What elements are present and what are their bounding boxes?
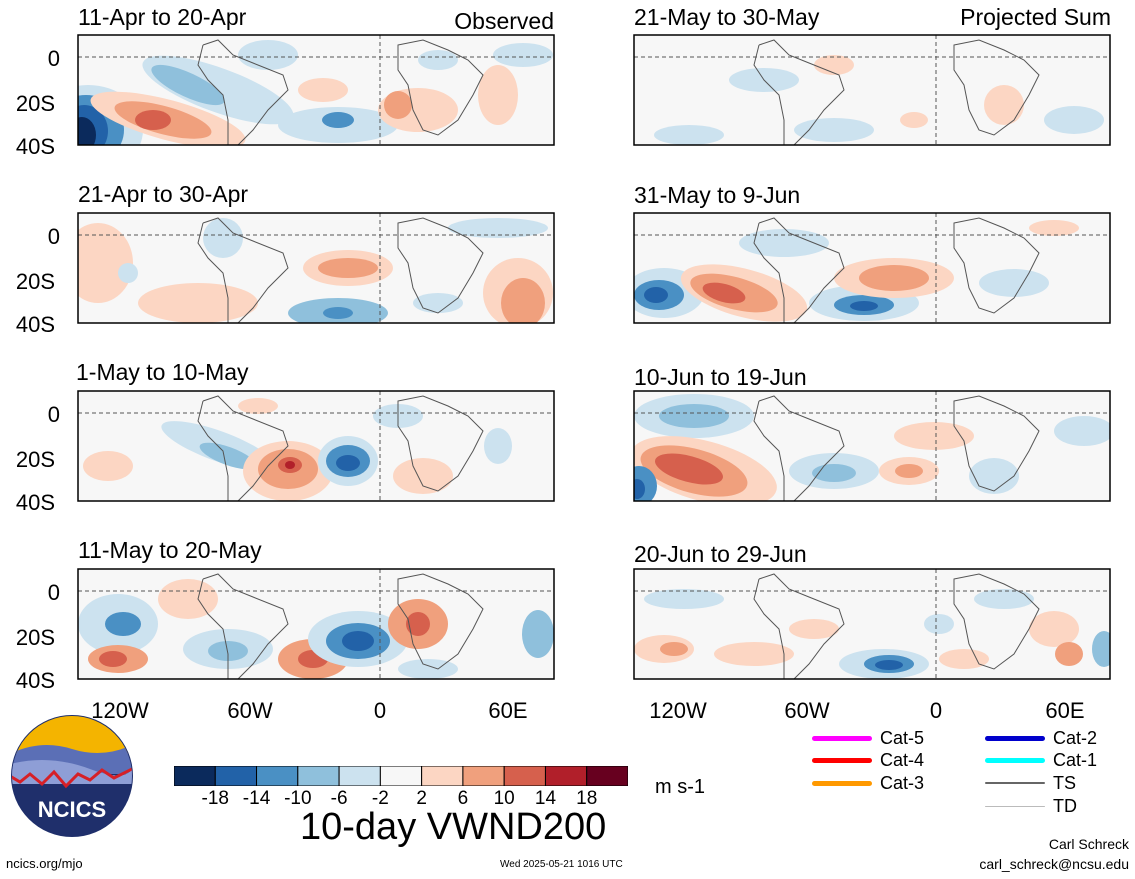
lat-label-0: 0 xyxy=(47,46,60,71)
lat-label-0: 0 xyxy=(47,402,60,427)
colorbar-tick-label: 18 xyxy=(576,788,598,809)
lon-label-120w: 120W xyxy=(91,698,149,723)
cat4-line xyxy=(812,757,872,763)
map-panel-left-4 xyxy=(77,568,555,680)
panel-title-right-2: 31-May to 9-Jun xyxy=(634,182,801,208)
panel-title-left-2: 21-Apr to 30-Apr xyxy=(78,181,249,207)
lat-label-0: 0 xyxy=(47,580,60,605)
colorbar-cell xyxy=(586,766,628,786)
lon-label-60e: 60E xyxy=(1045,698,1085,723)
colorbar-tick-label: 14 xyxy=(534,788,557,809)
colorbar-cell xyxy=(297,766,340,786)
cat4-label: Cat-4 xyxy=(880,749,925,770)
map-panel-left-1 xyxy=(77,34,555,146)
map-panel-right-1 xyxy=(633,34,1111,146)
colorbar-cell xyxy=(544,766,588,786)
author-name: Carl Schreck xyxy=(1048,836,1129,852)
lat-label-40s: 40S xyxy=(15,668,55,693)
map-panel-right-3 xyxy=(633,390,1111,502)
colorbar-cell xyxy=(174,766,216,786)
lat-label-20s: 20S xyxy=(15,269,55,294)
map-panel-right-2 xyxy=(633,212,1111,324)
figure-title: 10-day VWND200 xyxy=(300,806,607,848)
colorbar-tick-label: 6 xyxy=(457,788,469,809)
legend-ts: TS xyxy=(985,773,1076,793)
ts-label: TS xyxy=(1053,772,1077,793)
observed-header: Observed xyxy=(454,8,554,34)
legend-cat1: Cat-1 xyxy=(985,750,1097,770)
colorbar xyxy=(174,766,628,786)
lon-label-60w: 60W xyxy=(227,698,273,723)
panel-title-right-1: 21-May to 30-May xyxy=(634,4,820,30)
panel-title-right-4: 20-Jun to 29-Jun xyxy=(634,541,807,567)
map-panel-left-2 xyxy=(77,212,555,324)
ts-line xyxy=(985,782,1045,784)
colorbar-tick-label: -2 xyxy=(371,788,389,809)
lat-label-0: 0 xyxy=(47,224,60,249)
panel-title-left-1: 11-Apr to 20-Apr xyxy=(78,4,247,30)
legend-cat3: Cat-3 xyxy=(812,773,924,793)
author-email[interactable]: carl_schreck@ncsu.edu xyxy=(979,856,1129,872)
legend-cat5: Cat-5 xyxy=(812,728,924,748)
cat2-label: Cat-2 xyxy=(1053,727,1098,748)
cat5-label: Cat-5 xyxy=(880,727,925,748)
lat-label-40s: 40S xyxy=(15,312,55,337)
map-panel-right-4 xyxy=(633,568,1111,680)
units-label: m s-1 xyxy=(655,776,705,798)
td-line xyxy=(985,805,1045,807)
legend-td: TD xyxy=(985,796,1077,816)
panel-title-left-3: 1-May to 10-May xyxy=(76,359,249,385)
lon-label-0: 0 xyxy=(373,698,387,723)
lon-label-60e: 60E xyxy=(488,698,528,723)
cat2-line xyxy=(985,735,1045,741)
cat3-label: Cat-3 xyxy=(880,772,925,793)
timestamp: Wed 2025-05-21 1016 UTC xyxy=(500,859,623,870)
lon-label-0: 0 xyxy=(929,698,943,723)
map-panel-left-3 xyxy=(77,390,555,502)
lat-label-20s: 20S xyxy=(15,91,55,116)
colorbar-tick-label: -14 xyxy=(242,788,271,809)
colorbar-tick-label: 2 xyxy=(416,788,427,809)
lat-label-20s: 20S xyxy=(15,625,55,650)
colorbar-cell xyxy=(256,766,299,786)
td-label: TD xyxy=(1053,795,1077,816)
lon-label-120w: 120W xyxy=(649,698,707,723)
colorbar-cell xyxy=(214,766,258,786)
colorbar-tick-label: -10 xyxy=(284,788,312,809)
legend-cat2: Cat-2 xyxy=(985,728,1097,748)
lon-label-60w: 60W xyxy=(784,698,830,723)
colorbar-tick-label: -18 xyxy=(201,788,229,809)
colorbar-tick-label: -6 xyxy=(330,788,348,809)
logo-text: NCICS xyxy=(38,797,106,822)
panel-title-right-3: 10-Jun to 19-Jun xyxy=(634,364,807,390)
colorbar-cell xyxy=(421,766,464,786)
colorbar-cell xyxy=(338,766,381,786)
cat5-line xyxy=(812,735,872,741)
lat-label-20s: 20S xyxy=(15,447,55,472)
cat3-line xyxy=(812,780,872,786)
panel-title-left-4: 11-May to 20-May xyxy=(78,537,262,563)
colorbar-cell xyxy=(379,766,423,786)
site-link[interactable]: ncics.org/mjo xyxy=(6,856,83,871)
cat1-label: Cat-1 xyxy=(1053,749,1098,770)
colorbar-tick-label: 10 xyxy=(493,788,515,809)
lat-label-40s: 40S xyxy=(15,490,55,515)
ncics-logo: NCICS xyxy=(11,715,133,837)
lat-label-40s: 40S xyxy=(15,134,55,159)
projected-sum-header: Projected Sum xyxy=(960,4,1111,30)
cat1-line xyxy=(985,757,1045,763)
colorbar-cell xyxy=(462,766,505,786)
colorbar-cell xyxy=(503,766,546,786)
legend-cat4: Cat-4 xyxy=(812,750,924,770)
